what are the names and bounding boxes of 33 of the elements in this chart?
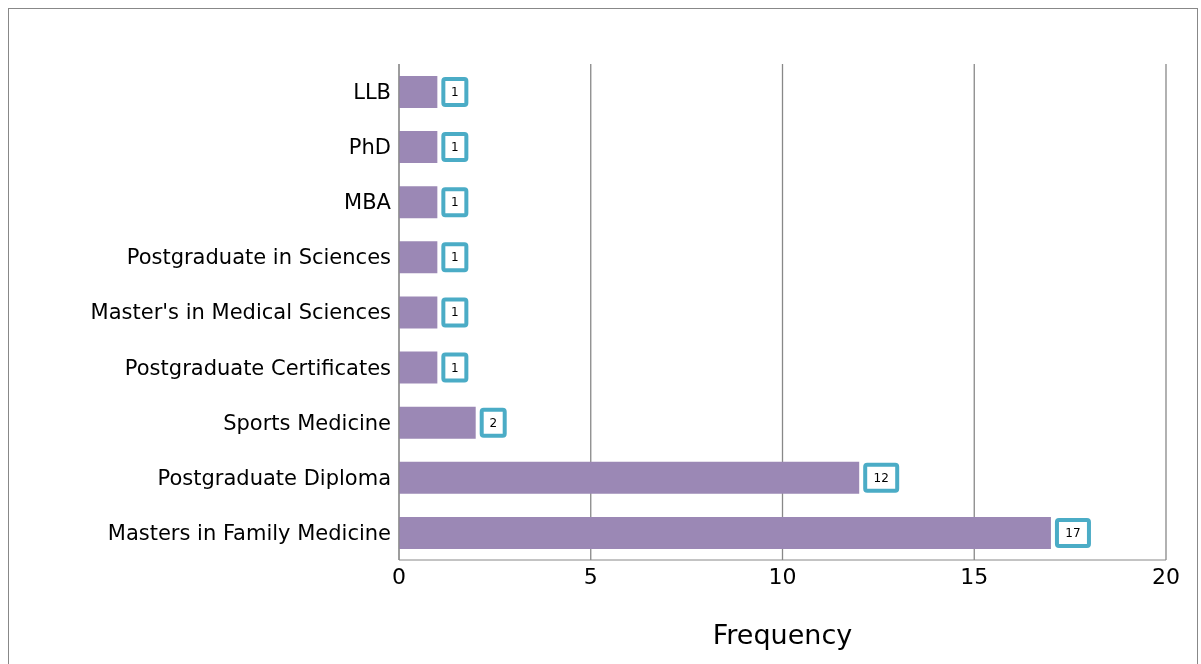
x-tick-label: 15 (960, 563, 989, 589)
bar (399, 461, 860, 494)
x-tick-label: 20 (1152, 563, 1180, 589)
data-label: 1 (451, 305, 459, 320)
data-label: 1 (451, 140, 459, 155)
data-label: 1 (451, 250, 459, 265)
bar (399, 516, 1051, 549)
y-tick-label: Postgraduate Diploma (157, 465, 391, 490)
x-axis-title: Frequency (712, 619, 853, 650)
bar (399, 186, 438, 219)
bar (399, 296, 438, 329)
y-tick-label: MBA (344, 190, 392, 215)
y-tick-label: Sports Medicine (223, 410, 391, 435)
bar (399, 351, 438, 384)
bar (399, 131, 438, 164)
data-label: 1 (451, 360, 459, 375)
y-tick-label: PhD (348, 135, 391, 160)
x-tick-label: 5 (583, 563, 598, 589)
bar (399, 406, 476, 439)
y-tick-label: Master's in Medical Sciences (90, 300, 391, 325)
data-label: 1 (451, 195, 459, 210)
x-tick-label: 0 (392, 563, 406, 589)
y-tick-label: Masters in Family Medicine (107, 520, 391, 545)
data-label: 2 (489, 415, 498, 430)
bar (399, 241, 438, 274)
data-label: 1 (451, 85, 459, 99)
data-label: 12 (873, 470, 889, 485)
y-tick-label: Postgraduate in Sciences (126, 245, 391, 270)
y-tick-label: Postgraduate Certificates (124, 355, 391, 380)
bar (399, 76, 438, 108)
x-tick-label: 10 (768, 563, 797, 589)
data-label: 17 (1065, 525, 1081, 540)
y-tick-label: LLB (353, 80, 391, 105)
